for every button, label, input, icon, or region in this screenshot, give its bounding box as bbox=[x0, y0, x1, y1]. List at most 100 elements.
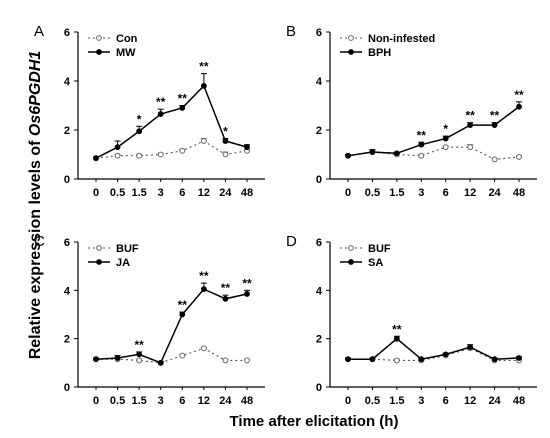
data-point bbox=[244, 144, 250, 151]
significance-marker: ** bbox=[242, 276, 252, 290]
data-point bbox=[393, 335, 400, 342]
x-tick-label: 0.5 bbox=[365, 187, 380, 199]
series-line bbox=[347, 106, 520, 157]
data-point bbox=[157, 151, 164, 158]
series-mw bbox=[93, 73, 250, 162]
data-point bbox=[136, 128, 143, 135]
data-point bbox=[345, 152, 351, 159]
series-con bbox=[93, 138, 250, 162]
y-axis-label-gene: Os6PGDH1 bbox=[27, 51, 44, 136]
data-point bbox=[244, 357, 250, 364]
x-tick-label: 24 bbox=[219, 395, 232, 407]
x-tick-label: 6 bbox=[179, 187, 185, 199]
panel-letter: B bbox=[286, 23, 296, 40]
x-tick-label: 48 bbox=[513, 187, 525, 199]
x-tick-label: 0 bbox=[93, 395, 99, 407]
x-tick-label: 48 bbox=[241, 187, 253, 199]
x-axis-label: Time after elicitation (h) bbox=[230, 413, 399, 430]
significance-marker: ** bbox=[199, 269, 209, 283]
legend-label: BPH bbox=[368, 47, 391, 59]
data-point bbox=[418, 152, 425, 159]
series-line bbox=[96, 347, 247, 364]
legend-label: BUF bbox=[116, 243, 139, 255]
data-point bbox=[516, 103, 522, 110]
series-ja bbox=[93, 282, 250, 366]
significance-marker: * bbox=[137, 112, 142, 126]
x-tick-label: 48 bbox=[513, 395, 525, 407]
legend-marker bbox=[348, 259, 354, 265]
y-tick-label: 4 bbox=[64, 76, 71, 88]
significance-marker: ** bbox=[392, 322, 402, 336]
y-tick-label: 2 bbox=[316, 125, 322, 137]
significance-marker: ** bbox=[134, 338, 144, 352]
data-point bbox=[93, 356, 99, 363]
x-tick-label: 1.5 bbox=[131, 187, 146, 199]
x-tick-label: 0.5 bbox=[365, 395, 380, 407]
y-tick-label: 6 bbox=[64, 237, 70, 249]
x-tick-label: 3 bbox=[418, 395, 424, 407]
data-point bbox=[369, 356, 376, 363]
data-point bbox=[442, 135, 449, 142]
legend-label: BUF bbox=[368, 243, 391, 255]
series-sa bbox=[345, 335, 522, 363]
y-tick-label: 6 bbox=[64, 27, 70, 39]
data-point bbox=[516, 355, 522, 361]
series-line bbox=[348, 337, 520, 361]
legend-label: SA bbox=[368, 257, 383, 269]
data-point bbox=[467, 122, 474, 128]
data-point bbox=[179, 311, 186, 318]
data-point bbox=[442, 351, 449, 358]
x-tick-label: 3 bbox=[418, 187, 424, 199]
significance-marker: ** bbox=[465, 109, 475, 123]
y-axis-label-prefix: Relative expression levels of bbox=[27, 136, 44, 359]
x-tick-label: 0.5 bbox=[110, 187, 125, 199]
series-bph bbox=[345, 101, 522, 159]
data-point bbox=[136, 357, 143, 364]
panel-letter: A bbox=[34, 23, 44, 40]
data-point bbox=[222, 138, 229, 144]
x-tick-label: 24 bbox=[488, 395, 501, 407]
significance-marker: ** bbox=[156, 95, 166, 109]
y-tick-label: 0 bbox=[316, 382, 322, 394]
data-point bbox=[222, 357, 229, 364]
significance-marker: ** bbox=[490, 109, 500, 123]
x-tick-label: 12 bbox=[464, 395, 476, 407]
legend-marker bbox=[96, 245, 102, 251]
series-line bbox=[95, 84, 248, 159]
data-point bbox=[93, 155, 99, 162]
legend-marker bbox=[348, 49, 354, 55]
y-tick-label: 4 bbox=[316, 76, 323, 88]
data-point bbox=[114, 152, 121, 159]
data-point bbox=[136, 351, 143, 358]
legend-label: Non-infested bbox=[368, 33, 435, 45]
series-line bbox=[95, 140, 248, 159]
x-tick-label: 12 bbox=[464, 187, 476, 199]
data-point bbox=[200, 345, 207, 352]
legend-label: Con bbox=[116, 33, 138, 45]
x-tick-label: 0 bbox=[345, 187, 351, 199]
data-point bbox=[244, 291, 250, 297]
data-point bbox=[345, 356, 351, 363]
y-tick-label: 4 bbox=[64, 285, 71, 297]
data-point bbox=[393, 357, 400, 364]
data-point bbox=[418, 141, 425, 148]
series-line bbox=[348, 347, 519, 361]
y-tick-label: 0 bbox=[64, 174, 70, 186]
significance-marker: ** bbox=[221, 281, 231, 295]
data-point bbox=[179, 105, 186, 111]
y-tick-label: 6 bbox=[316, 237, 322, 249]
data-point bbox=[157, 111, 164, 117]
legend-marker bbox=[348, 35, 354, 41]
y-tick-label: 2 bbox=[64, 334, 70, 346]
significance-marker: * bbox=[223, 125, 228, 139]
significance-marker: ** bbox=[178, 298, 188, 312]
legend-marker bbox=[96, 49, 102, 55]
x-tick-label: 0 bbox=[93, 187, 99, 199]
x-tick-label: 48 bbox=[241, 395, 253, 407]
x-tick-label: 1.5 bbox=[389, 395, 404, 407]
data-point bbox=[179, 147, 186, 154]
